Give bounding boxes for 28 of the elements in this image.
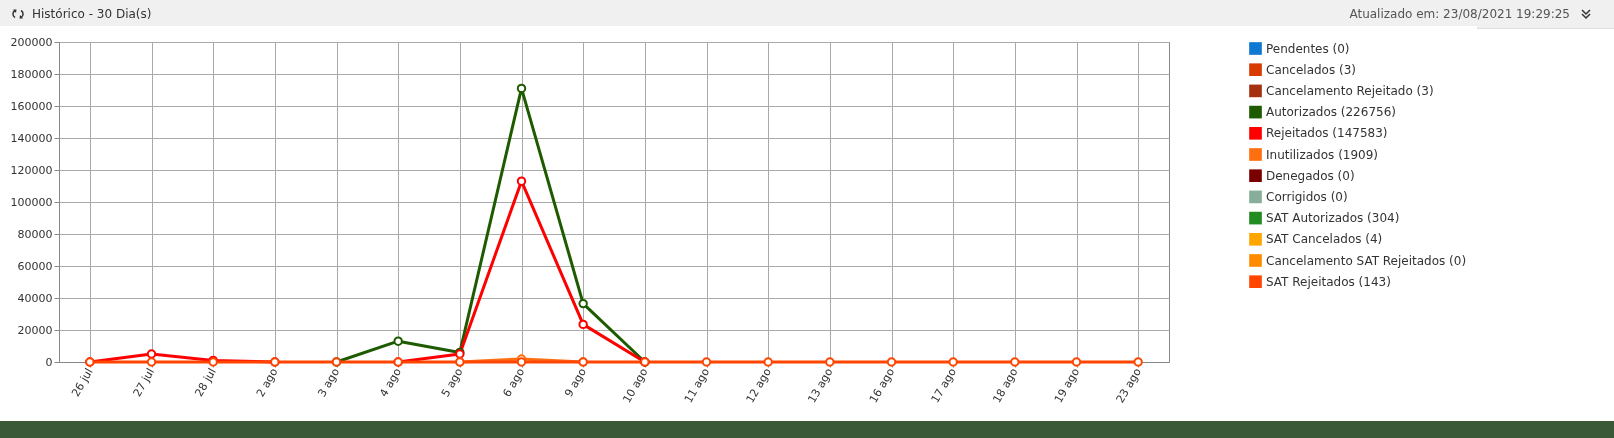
y-tick-label: 200000 [10, 35, 53, 49]
y-tick-label: 20000 [17, 323, 53, 337]
legend-label: Autorizados (226756) [1266, 105, 1396, 120]
y-tick-label: 80000 [17, 227, 53, 241]
legend-label: Pendentes (0) [1266, 41, 1350, 56]
legend-label: Corrigidos (0) [1266, 189, 1348, 204]
y-tick-label: 60000 [17, 259, 53, 273]
legend-label: Cancelamento Rejeitado (3) [1266, 83, 1434, 98]
x-tick-label: 26 jul [68, 366, 96, 399]
y-tick-label: 120000 [10, 163, 53, 177]
legend-label: SAT Cancelados (4) [1266, 232, 1383, 247]
text: Atualizado em: 23/08/2021 19:29:25 [1349, 7, 1570, 21]
y-tick-label: 40000 [17, 291, 53, 305]
y-tick-label: 0 [45, 355, 53, 369]
y-tick-label: 180000 [10, 67, 53, 81]
x-tick-label: 28 jul [192, 366, 219, 399]
legend-label: SAT Rejeitados (143) [1266, 274, 1391, 289]
legend-label: Rejeitados (147583) [1266, 126, 1388, 141]
legend-label: SAT Autorizados (304) [1266, 211, 1400, 226]
legend-label: Cancelamento SAT Rejeitados (0) [1266, 253, 1467, 268]
y-tick-label: 100000 [10, 195, 53, 209]
y-tick-label: 140000 [10, 131, 53, 145]
x-tick-label: 27 jul [130, 366, 158, 399]
legend-label: Cancelados (3) [1266, 62, 1357, 77]
legend-label: Denegados (0) [1266, 168, 1355, 183]
legend-label: Inutilizados (1909) [1266, 147, 1379, 162]
chart-title: Histórico - 30 Dia(s) [32, 7, 152, 21]
y-tick-label: 160000 [10, 99, 53, 113]
